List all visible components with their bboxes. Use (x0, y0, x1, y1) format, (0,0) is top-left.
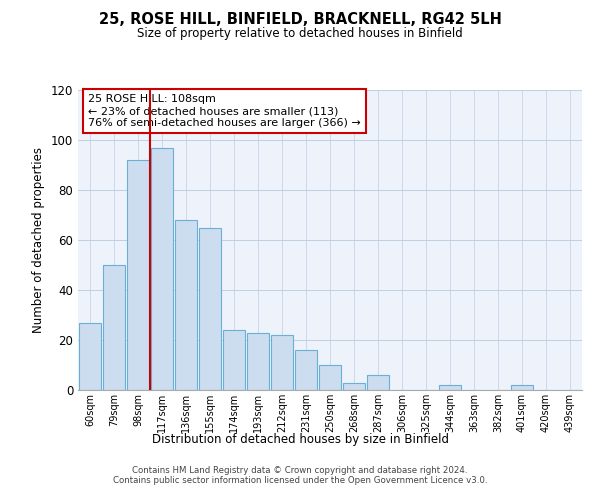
Text: Distribution of detached houses by size in Binfield: Distribution of detached houses by size … (151, 432, 449, 446)
Bar (295, 350, 317, 390)
Bar (343, 382, 365, 390)
Bar (247, 332, 269, 390)
Bar (199, 228, 221, 390)
Bar (175, 220, 197, 390)
Y-axis label: Number of detached properties: Number of detached properties (32, 147, 45, 333)
Bar (511, 385, 533, 390)
Bar (367, 375, 389, 390)
Text: Contains public sector information licensed under the Open Government Licence v3: Contains public sector information licen… (113, 476, 487, 485)
Text: Contains HM Land Registry data © Crown copyright and database right 2024.: Contains HM Land Registry data © Crown c… (132, 466, 468, 475)
Bar (319, 365, 341, 390)
Bar (271, 335, 293, 390)
Text: 25 ROSE HILL: 108sqm
← 23% of detached houses are smaller (113)
76% of semi-deta: 25 ROSE HILL: 108sqm ← 23% of detached h… (88, 94, 361, 128)
Bar (223, 330, 245, 390)
Bar (439, 385, 461, 390)
Text: Size of property relative to detached houses in Binfield: Size of property relative to detached ho… (137, 28, 463, 40)
Bar (79, 322, 101, 390)
Text: 25, ROSE HILL, BINFIELD, BRACKNELL, RG42 5LH: 25, ROSE HILL, BINFIELD, BRACKNELL, RG42… (98, 12, 502, 28)
Bar (127, 160, 149, 390)
Bar (103, 265, 125, 390)
Bar (151, 148, 173, 390)
